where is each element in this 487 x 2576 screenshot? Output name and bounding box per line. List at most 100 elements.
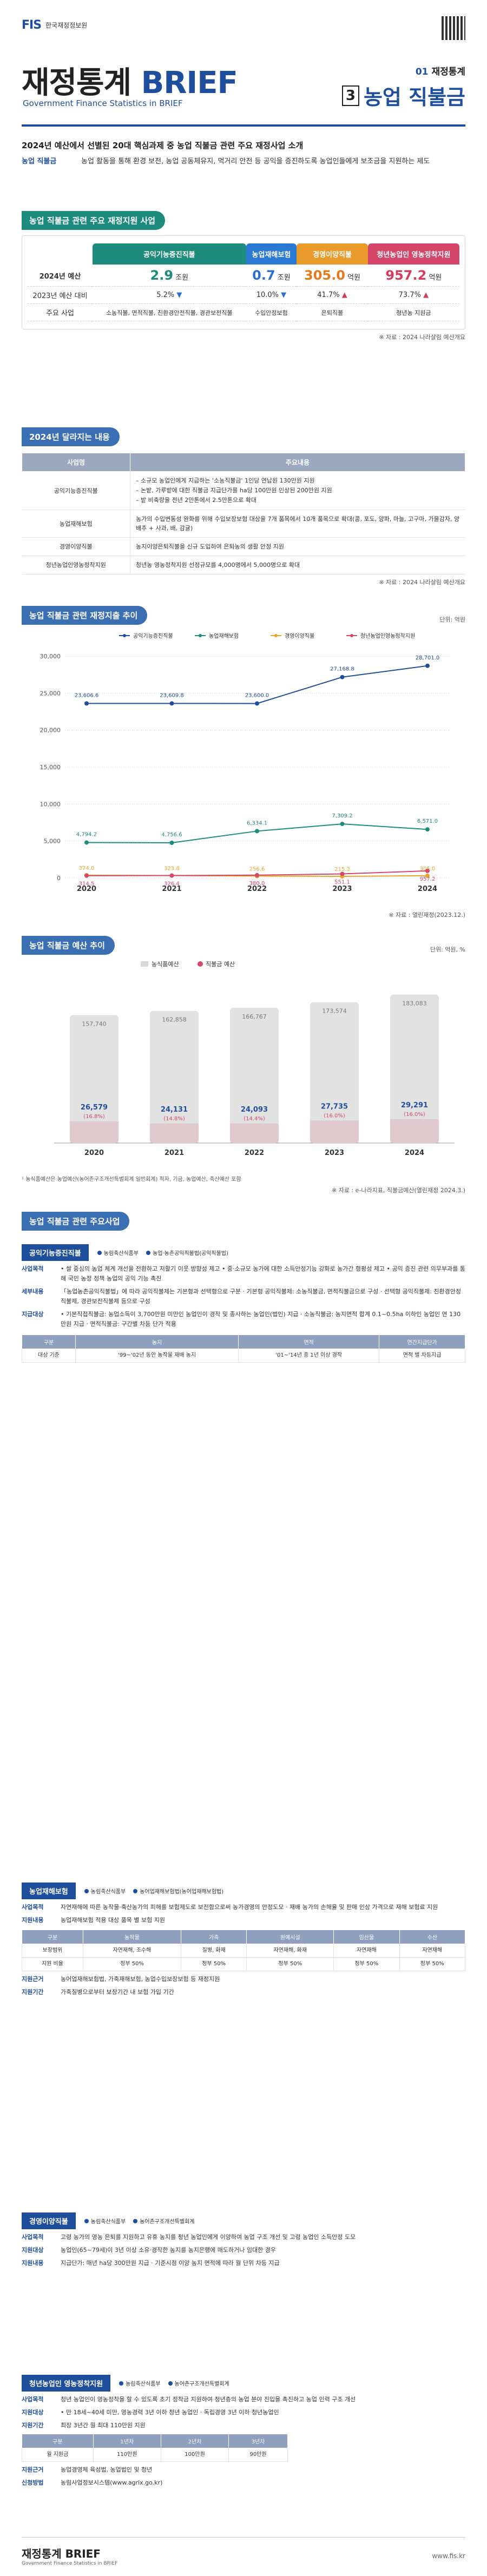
- data-label: 27,168.8: [330, 666, 354, 672]
- footer-url[interactable]: www.fis.kr: [432, 2552, 465, 2560]
- legend-marker: [274, 634, 278, 637]
- data-point: [169, 701, 174, 706]
- y-tick-label: 10,000: [40, 801, 61, 808]
- qr-code-icon[interactable]: [442, 16, 465, 40]
- program-public-function: 공익기능증진직불 농림축산식품부 농업·농촌공익직불법(공익직불법) 사업목적 • 쌀…: [21, 1244, 465, 1363]
- data-point: [84, 873, 89, 878]
- data-label: 28,701.0: [416, 655, 440, 661]
- total-label: 183,083: [402, 1000, 427, 1007]
- legend-swatch: [141, 961, 148, 967]
- data-label: 326.4: [164, 881, 180, 887]
- intro-text: 농업 활동을 통해 환경 보전, 농업 공동체유지, 먹거리 안전 등 공익을 …: [81, 157, 430, 166]
- x-tick-label: 2020: [84, 1149, 104, 1157]
- y-tick-label: 0: [57, 875, 61, 882]
- section-changes: 2024년 달라지는 내용 사업명 주요내용 공익기능증진직불 – 소규모 농업인에…: [22, 427, 465, 586]
- intro: 2024년 예산에서 선별된 20대 핵심과제 중 농업 직불금 관련 주요 재…: [22, 140, 465, 167]
- program-col-1: 공익기능증진직불: [93, 243, 246, 265]
- section-title: 농업 직불금 예산 추이: [22, 936, 115, 955]
- data-point: [169, 840, 174, 845]
- data-label: 380.0: [249, 881, 265, 887]
- legend-label: 공익기능증진직불: [133, 633, 173, 639]
- x-tick-label: 2023: [332, 885, 352, 893]
- issue-number: 01: [415, 67, 429, 77]
- logo-mark: FIS: [22, 18, 42, 32]
- data-label: 23,600.0: [245, 692, 269, 698]
- x-tick-label: 2022: [247, 885, 267, 893]
- legend-marker: [199, 634, 202, 637]
- intro-headline: 2024년 예산에서 선별된 20대 핵심과제 중 농업 직불금 관련 주요 재…: [22, 141, 304, 150]
- value-label: 26,579: [81, 1104, 108, 1112]
- data-point: [169, 873, 174, 878]
- budget-bar: [150, 1123, 199, 1143]
- data-point: [84, 701, 89, 706]
- legend-label: 농업재해보험: [209, 632, 239, 639]
- data-label: 323.8: [164, 866, 180, 872]
- total-bar: [70, 1015, 119, 1143]
- x-tick-label: 2024: [418, 885, 437, 893]
- x-tick-label: 2020: [77, 885, 96, 893]
- section-budget-trend: 농업 직불금 예산 추이 단위: 억원, % 농식품예산 직불금 예산 157,74…: [22, 936, 465, 1194]
- legend-label: 직불금 예산: [206, 961, 235, 968]
- budget-bar: [310, 1120, 359, 1143]
- row-budget: 2024년 예산: [28, 265, 93, 287]
- data-point: [425, 663, 430, 668]
- x-tick-label: 2024: [405, 1149, 424, 1157]
- budget-bar: [390, 1119, 439, 1143]
- section-note: ※ 자료 : 2024 나라살림 예산개요: [379, 579, 465, 586]
- topic-title: 농업 직불금: [363, 85, 465, 109]
- data-point: [255, 701, 259, 706]
- y-tick-label: 25,000: [40, 690, 61, 697]
- line-chart: 공익기능증진직불 농업재해보험 경영이양직불 청년농업인영농정착지원 0 5,000 10,…: [40, 632, 449, 893]
- data-label: 957.2: [420, 876, 436, 882]
- data-label: 4,756.6: [161, 832, 182, 838]
- program-title: 농업재해보험: [22, 1883, 76, 1899]
- total-bar: [390, 994, 439, 1143]
- budget-bar: [230, 1123, 279, 1143]
- bar-chart: 농식품예산 직불금 예산 157,740 26,579 (16.8%) 2020 162,8…: [54, 961, 455, 1157]
- data-point: [425, 868, 430, 873]
- budget-bar: [70, 1121, 119, 1143]
- issue-label: 재정통계: [431, 67, 465, 77]
- support-table: 구분 1년차 2년차 3년차 월 지원금 110만원 100만원 90만원: [22, 2434, 288, 2462]
- total-bar: [310, 1002, 359, 1143]
- footer: 재정통계 BRIEF Government Finance Statistics …: [22, 2537, 465, 2566]
- page-title: 재정통계 BRIEF: [22, 65, 238, 101]
- chart-footnote: ¹ 농식품예산은 농업예산(농어촌구조개선특별회계 일반회계) 적자, 기금, …: [22, 1177, 241, 1183]
- y-tick-label: 30,000: [40, 653, 61, 660]
- data-label: 23,609.8: [160, 692, 184, 698]
- data-label: 551.1: [334, 879, 350, 885]
- program-col-2: 농업재해보험: [246, 243, 297, 265]
- x-tick-label: 2023: [325, 1149, 344, 1157]
- data-point: [340, 822, 345, 827]
- data-label: 6,571.0: [417, 818, 438, 824]
- total-bar: [230, 1007, 279, 1143]
- value-label: 24,093: [241, 1106, 268, 1114]
- insurance-table: 구분 농작물 가축 원예시설 임산물 수산 보장범위 자연재해, 조수해 질병, 화재 자연재해…: [22, 1930, 466, 1971]
- total-label: 173,574: [322, 1008, 347, 1015]
- section-key-programs: 농업 직불금 관련 주요 재정지원 사업 공익기능증진직불 농업재해보험 경영이…: [22, 211, 465, 341]
- legend-marker: [123, 634, 126, 637]
- criteria-table: 구분 농지 면적 연간지급단가 대상 기준 '99~'02년 동안 농작물 재배 농지 '…: [21, 1335, 465, 1363]
- share-label: (14.4%): [244, 1116, 265, 1122]
- data-label: 374.0: [79, 866, 95, 871]
- total-label: 166,767: [242, 1013, 267, 1020]
- data-label: 215.3: [334, 867, 350, 873]
- x-tick-label: 2021: [164, 1149, 184, 1157]
- data-point: [84, 840, 89, 845]
- chart-unit: 단위: 억원, %: [430, 946, 465, 953]
- data-point: [255, 873, 259, 877]
- program-retirement: 경영이양직불 농림축산식품부 농어촌구조개선특별회계 사업목적 고령 농가의 영농 은…: [22, 2212, 465, 2268]
- chart-unit: 단위: 억원: [439, 616, 465, 623]
- total-label: 157,740: [82, 1020, 107, 1027]
- legend-label: 농식품예산: [152, 961, 179, 968]
- x-tick-label: 2022: [245, 1149, 264, 1157]
- data-label: 6,334.1: [247, 820, 267, 826]
- section-note: ※ 자료 : e-나라지표, 직불금예산(열린재정 2024.3.): [331, 1187, 465, 1194]
- changes-table: 사업명 주요내용 공익기능증진직불 – 소규모 농업인에게 지급하는 '소농직불금'…: [22, 453, 465, 574]
- program-disaster-insurance: 농업재해보험 농림축산식품부 농어업재해보험법(농어업재해보험법) 사업목적 자연재해…: [22, 1883, 466, 1997]
- legend-marker: [350, 634, 353, 637]
- y-tick-label: 20,000: [40, 727, 61, 734]
- share-label: (16.0%): [324, 1113, 345, 1119]
- program-title: 경영이양직불: [22, 2212, 76, 2229]
- x-tick-label: 2021: [162, 885, 181, 893]
